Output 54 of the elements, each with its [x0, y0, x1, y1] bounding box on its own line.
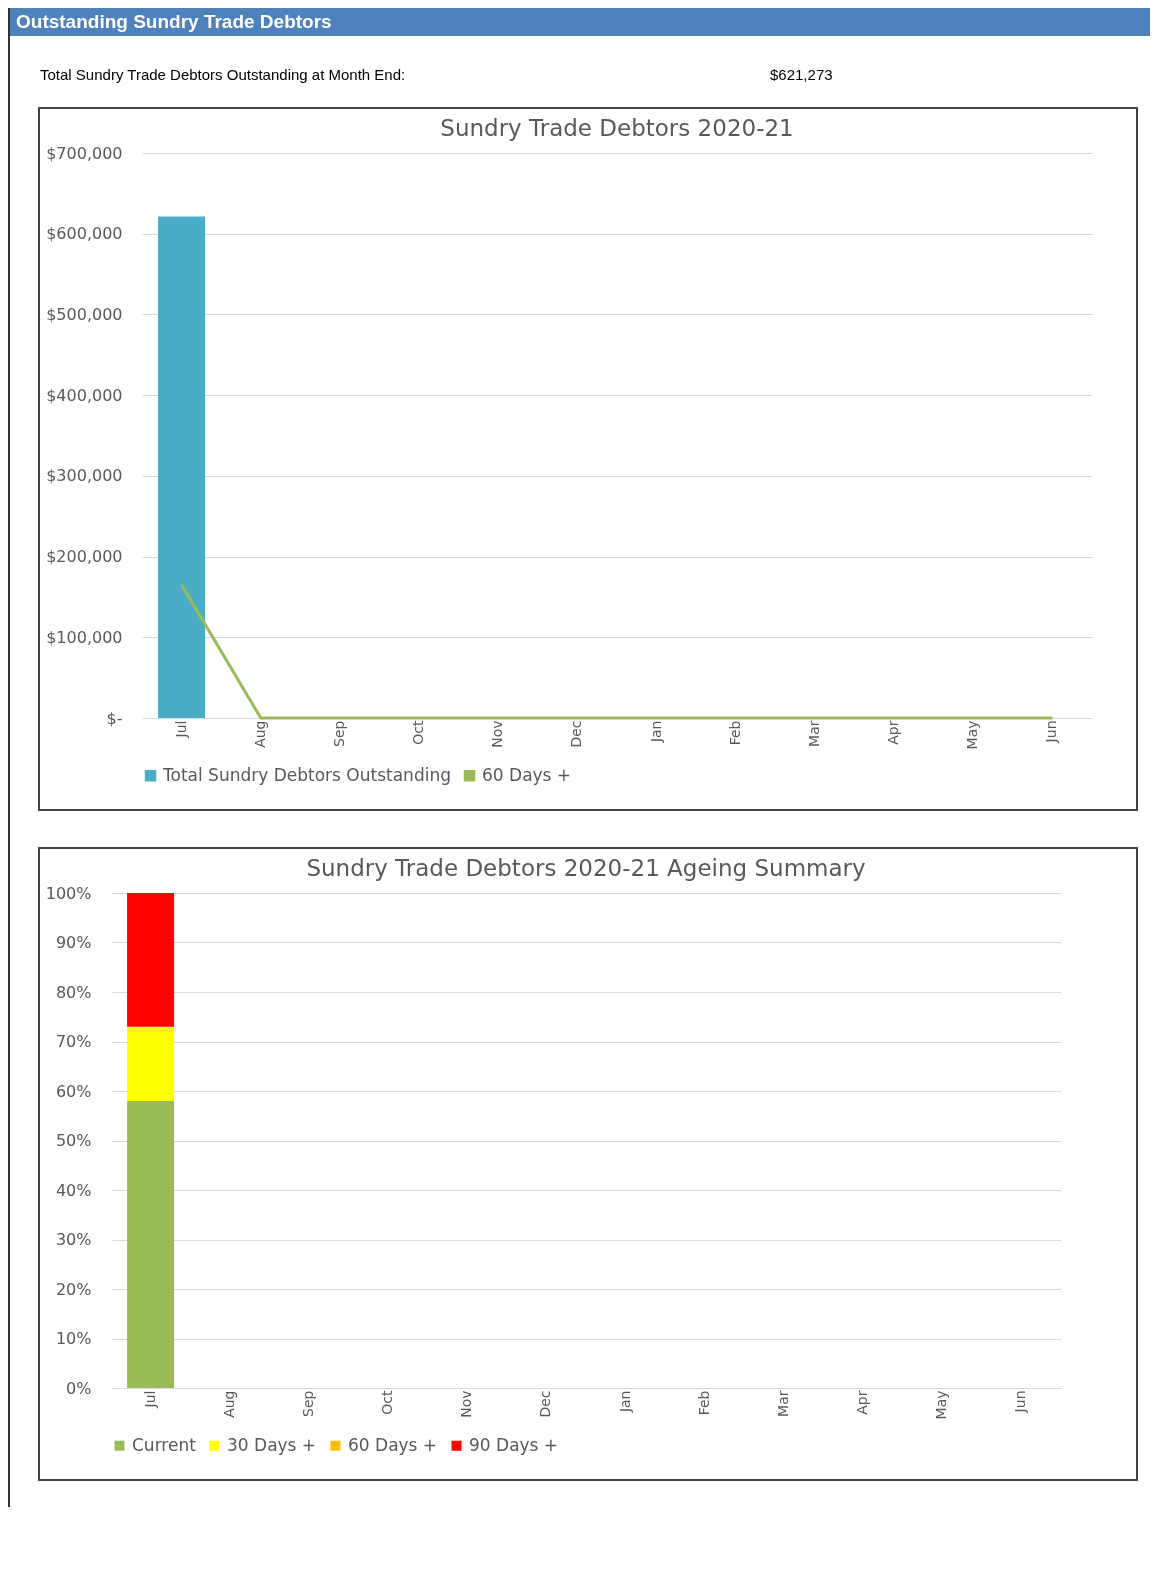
text: $621,273	[770, 66, 833, 83]
legend-label: 60 Days +	[348, 1434, 438, 1455]
y-tick-label: 90%	[55, 933, 92, 952]
x-tick-label: Jun	[1012, 1390, 1029, 1414]
x-tick-label: Oct	[410, 720, 427, 745]
legend-label: Current	[132, 1434, 197, 1455]
text: Total Sundry Trade Debtors Outstanding at Month End:	[40, 66, 407, 83]
x-tick-label: Jul	[172, 720, 189, 739]
x-tick-label: Jan	[647, 720, 664, 744]
y-tick-label: 30%	[55, 1230, 92, 1249]
x-tick-label: Jan	[616, 1390, 633, 1414]
y-tick-label: 60%	[55, 1081, 92, 1101]
x-tick-label: Jul	[141, 1390, 158, 1409]
y-tick-label: 80%	[55, 982, 92, 1002]
y-tick-label: 100%	[45, 883, 92, 903]
x-tick-label: Dec	[568, 720, 585, 748]
legend-label: 30 Days +	[227, 1434, 317, 1455]
y-tick-label: 70%	[55, 1032, 92, 1051]
x-tick-label: Feb	[695, 1390, 712, 1416]
y-tick-label: 10%	[55, 1329, 92, 1348]
x-tick-label: May	[933, 1390, 950, 1420]
x-tick-label: Jun	[1043, 720, 1060, 744]
y-tick-label: 0%	[66, 1378, 92, 1398]
y-tick-label: $100,000	[46, 627, 123, 647]
x-tick-label: Sep	[330, 720, 347, 747]
legend-label: Total Sundry Debtors Outstanding	[162, 764, 451, 785]
y-tick-label: $200,000	[46, 547, 123, 567]
x-tick-label: Apr	[854, 1390, 871, 1415]
x-tick-label: Feb	[726, 720, 743, 746]
y-tick-label: $500,000	[46, 304, 123, 324]
x-tick-label: May	[964, 720, 981, 750]
y-tick-label: 20%	[55, 1279, 92, 1299]
x-tick-label: Aug	[220, 1390, 237, 1418]
x-tick-label: Mar	[805, 720, 822, 747]
x-tick-label: Nov	[489, 720, 506, 748]
x-tick-label: Oct	[379, 1390, 396, 1415]
y-tick-label: $700,000	[46, 143, 123, 163]
chart-title: Sundry Trade Debtors 2020-21	[440, 115, 794, 141]
y-tick-label: 50%	[55, 1131, 92, 1150]
text: Outstanding Sundry Trade Debtors	[10, 8, 1150, 36]
chart-title: Sundry Trade Debtors 2020-21 Ageing Summary	[306, 855, 866, 881]
x-tick-label: Aug	[251, 720, 268, 748]
x-tick-label: Dec	[537, 1390, 554, 1418]
y-tick-label: 40%	[55, 1180, 92, 1200]
y-tick-label: $400,000	[46, 385, 123, 405]
y-tick-label: $600,000	[46, 224, 123, 244]
x-tick-label: Nov	[458, 1390, 475, 1418]
x-tick-label: Sep	[299, 1390, 316, 1417]
y-tick-label: $300,000	[46, 466, 123, 486]
x-tick-label: Apr	[885, 720, 902, 745]
y-tick-label: $-	[106, 708, 123, 728]
legend-label: 60 Days +	[482, 764, 572, 785]
legend-label: 90 Days +	[469, 1434, 559, 1455]
x-tick-label: Mar	[774, 1390, 791, 1417]
